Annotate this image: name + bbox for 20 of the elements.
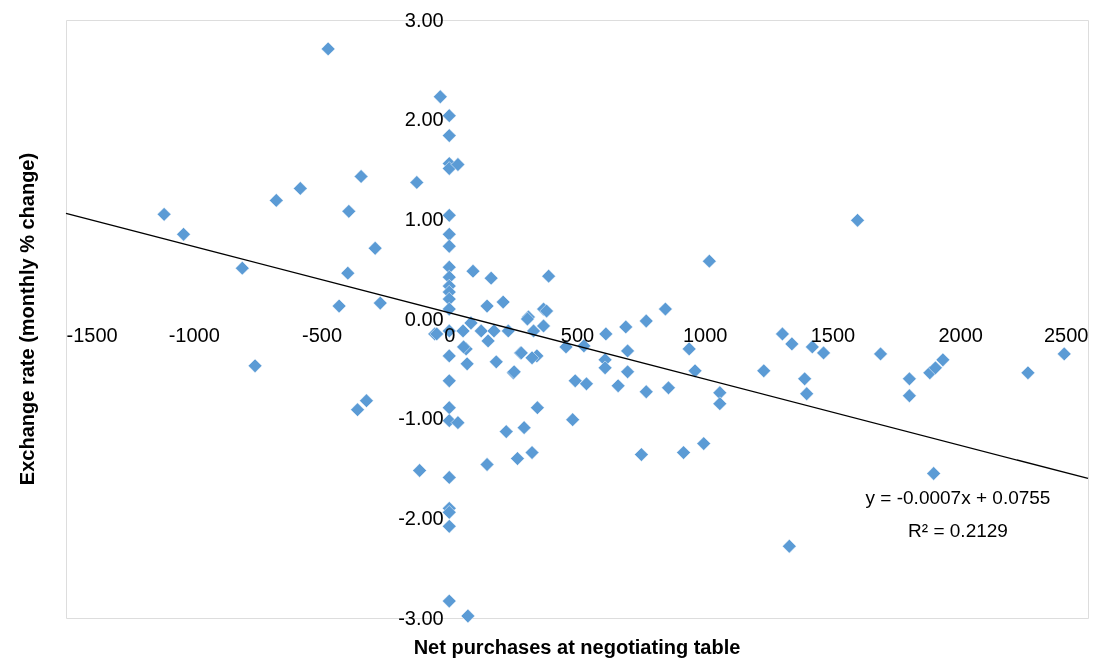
x-tick-label: 0 xyxy=(444,323,456,346)
x-tick-label: 2000 xyxy=(938,323,983,346)
y-tick-label: 3.00 xyxy=(404,8,444,31)
x-tick-label: 2500 xyxy=(1044,323,1089,346)
x-tick-label: 500 xyxy=(560,323,595,346)
y-tick-label: 0.00 xyxy=(404,307,444,330)
y-tick-label: -3.00 xyxy=(398,606,444,629)
x-tick-label: -1000 xyxy=(168,323,220,346)
x-tick-label: 1500 xyxy=(810,323,856,346)
y-axis-title: Exchange rate (monthly % change) xyxy=(16,152,38,486)
y-tick-label: 1.00 xyxy=(404,207,444,230)
x-tick-label: 1000 xyxy=(683,323,728,346)
x-tick-label: -1500 xyxy=(66,323,118,346)
x-axis-title: Net purchases at negotiating table xyxy=(413,636,741,658)
y-tick-label: -2.00 xyxy=(398,506,444,529)
annotation: R² = 0.2129 xyxy=(908,520,1008,542)
y-tick-label: 2.00 xyxy=(404,108,444,131)
x-tick-label: -500 xyxy=(301,323,343,346)
y-tick-label: -1.00 xyxy=(398,407,444,430)
annotation: y = -0.0007x + 0.0755 xyxy=(865,487,1051,509)
